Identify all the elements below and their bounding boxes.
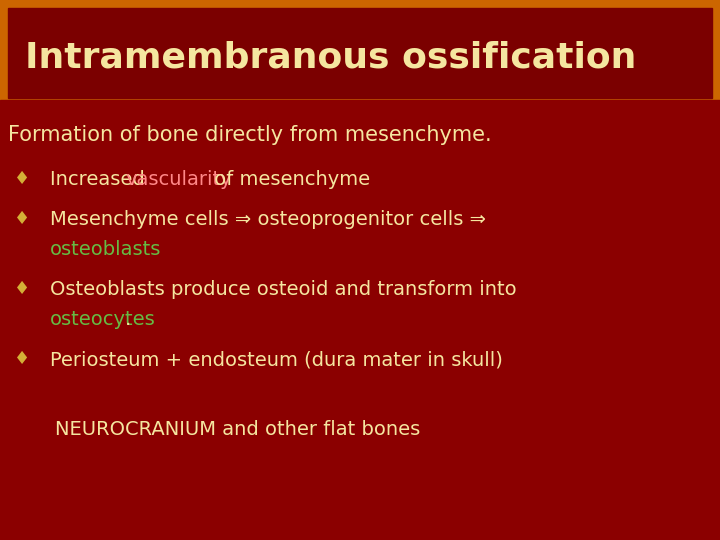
Text: ♦: ♦	[14, 280, 30, 298]
Text: ♦: ♦	[14, 170, 30, 188]
Text: Increased: Increased	[50, 170, 151, 189]
Text: Periosteum + endosteum (dura mater in skull): Periosteum + endosteum (dura mater in sk…	[50, 350, 503, 369]
Text: NEUROCRANIUM and other flat bones: NEUROCRANIUM and other flat bones	[55, 420, 420, 439]
Text: osteocytes: osteocytes	[50, 310, 156, 329]
Bar	[0, 100, 720, 540]
Text: vascularity: vascularity	[125, 170, 232, 189]
Bar	[8, 8, 712, 98]
Text: ♦: ♦	[14, 350, 30, 368]
Text: .: .	[125, 310, 131, 329]
Text: ♦: ♦	[14, 210, 30, 228]
Text: Formation of bone directly from mesenchyme.: Formation of bone directly from mesenchy…	[8, 125, 492, 145]
Text: of mesenchyme: of mesenchyme	[207, 170, 369, 189]
Text: Intramembranous ossification: Intramembranous ossification	[25, 40, 636, 74]
Text: Mesenchyme cells ⇒ osteoprogenitor cells ⇒: Mesenchyme cells ⇒ osteoprogenitor cells…	[50, 210, 486, 229]
Text: osteoblasts: osteoblasts	[50, 240, 161, 259]
Text: Osteoblasts produce osteoid and transform into: Osteoblasts produce osteoid and transfor…	[50, 280, 517, 299]
